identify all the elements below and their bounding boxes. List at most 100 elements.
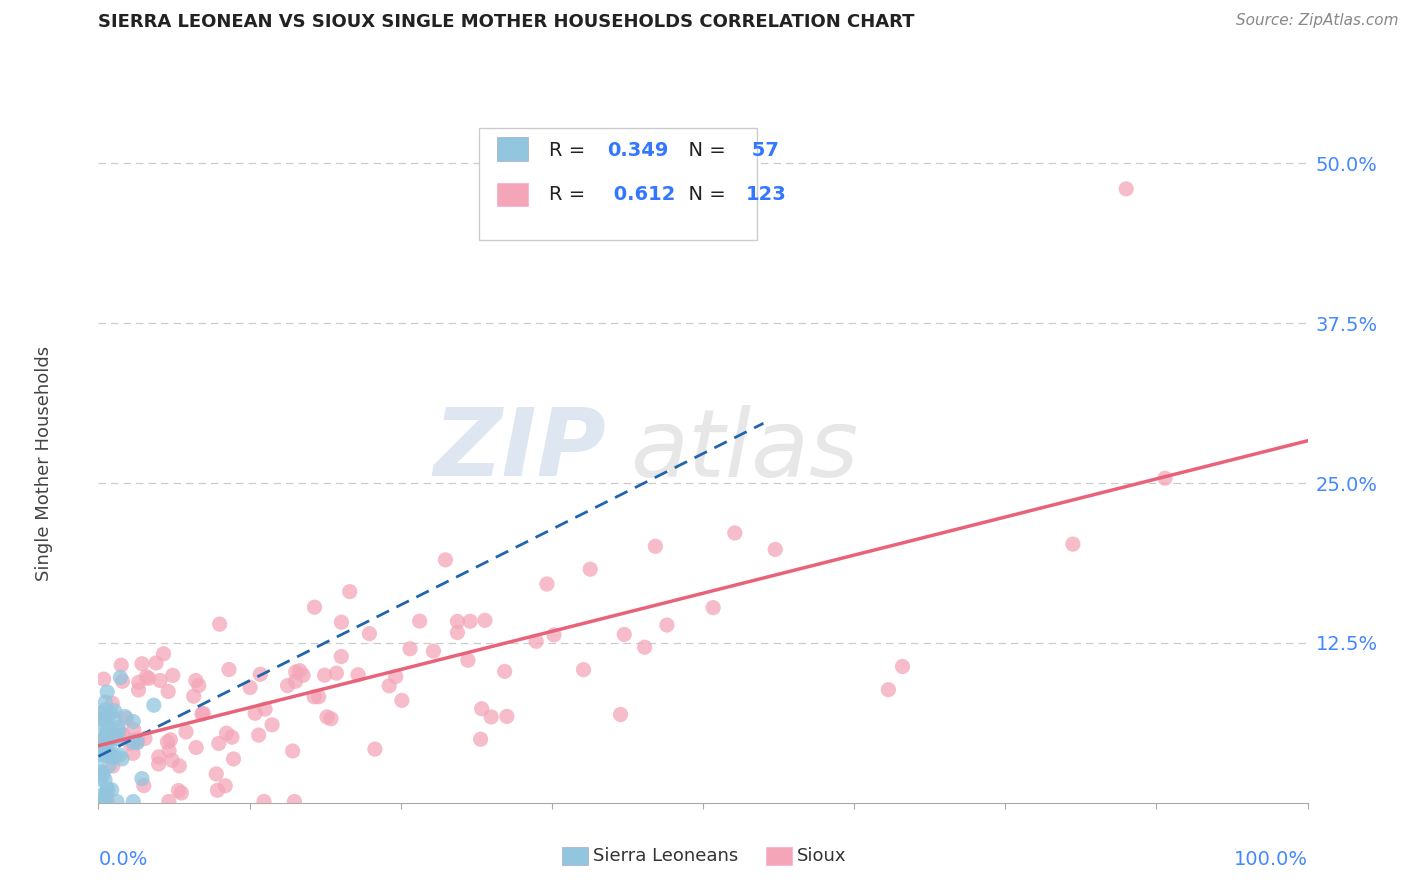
Point [364, 742, 387, 756]
Point [98, 723, 121, 737]
Point [1154, 471, 1177, 485]
Point [107, 720, 129, 734]
Point [457, 653, 479, 667]
Point [101, 759, 124, 773]
Point [97, 724, 120, 739]
Point [193, 706, 215, 721]
Point [183, 690, 205, 704]
Point [125, 735, 148, 749]
Point [115, 711, 138, 725]
Point [157, 795, 180, 809]
Point [170, 786, 193, 800]
Point [89, 707, 111, 722]
Point [94, 795, 117, 809]
Point [215, 726, 238, 740]
Point [319, 712, 342, 726]
Point [543, 628, 565, 642]
Point [536, 577, 558, 591]
Point [1062, 537, 1084, 551]
Point [724, 525, 747, 540]
Point [91, 768, 114, 782]
FancyBboxPatch shape [498, 137, 527, 161]
Point [142, 698, 165, 713]
Point [118, 736, 141, 750]
Point [470, 732, 492, 747]
Point [94, 772, 117, 787]
Point [378, 679, 401, 693]
Point [702, 600, 724, 615]
Point [243, 706, 266, 721]
Point [91, 731, 114, 745]
Point [391, 693, 413, 707]
Point [96, 685, 118, 699]
Point [249, 667, 271, 681]
Point [221, 730, 243, 744]
Point [339, 584, 361, 599]
Point [184, 740, 207, 755]
Point [138, 671, 160, 685]
Point [359, 626, 381, 640]
Point [877, 682, 900, 697]
Point [89, 706, 111, 720]
Point [122, 747, 145, 761]
Text: ZIP: ZIP [433, 404, 606, 496]
Point [96, 781, 118, 796]
Point [134, 731, 156, 746]
Point [208, 736, 231, 750]
Point [524, 634, 547, 648]
Point [174, 725, 197, 739]
Point [100, 706, 122, 721]
Point [101, 750, 124, 764]
Text: Source: ZipAtlas.com: Source: ZipAtlas.com [1236, 13, 1399, 29]
Point [121, 733, 143, 747]
Point [316, 710, 339, 724]
Point [122, 714, 145, 729]
Point [222, 752, 245, 766]
Point [104, 749, 127, 764]
Point [152, 647, 174, 661]
Point [156, 735, 179, 749]
Point [422, 644, 444, 658]
Point [384, 670, 406, 684]
Point [100, 782, 122, 797]
Point [763, 542, 786, 557]
Point [474, 613, 496, 627]
Point [89, 749, 111, 764]
Point [187, 678, 209, 692]
Point [110, 671, 132, 685]
Point [292, 668, 315, 682]
Point [613, 627, 636, 641]
Point [277, 679, 299, 693]
Point [148, 756, 170, 771]
Point [96, 785, 118, 799]
Point [135, 670, 157, 684]
Point [149, 673, 172, 688]
Point [107, 723, 129, 738]
Point [572, 663, 595, 677]
Point [496, 709, 519, 723]
Text: SIERRA LEONEAN VS SIOUX SINGLE MOTHER HOUSEHOLDS CORRELATION CHART: SIERRA LEONEAN VS SIOUX SINGLE MOTHER HO… [98, 13, 915, 31]
Text: Single Mother Households: Single Mother Households [35, 346, 53, 582]
Text: R =: R = [550, 141, 592, 161]
Point [191, 706, 214, 721]
Point [330, 649, 353, 664]
Point [114, 709, 136, 723]
Point [302, 690, 325, 704]
Point [127, 732, 149, 747]
Point [1115, 182, 1137, 196]
Point [218, 663, 240, 677]
Text: 123: 123 [745, 186, 786, 204]
Point [162, 668, 184, 682]
Point [458, 615, 481, 629]
Point [94, 695, 117, 709]
Point [288, 664, 311, 678]
Point [91, 713, 114, 727]
Point [103, 727, 125, 741]
Point [471, 702, 494, 716]
Point [98, 739, 121, 753]
Point [111, 674, 134, 689]
Point [308, 690, 330, 704]
Point [96, 783, 118, 797]
Point [94, 731, 117, 745]
FancyBboxPatch shape [479, 128, 758, 240]
